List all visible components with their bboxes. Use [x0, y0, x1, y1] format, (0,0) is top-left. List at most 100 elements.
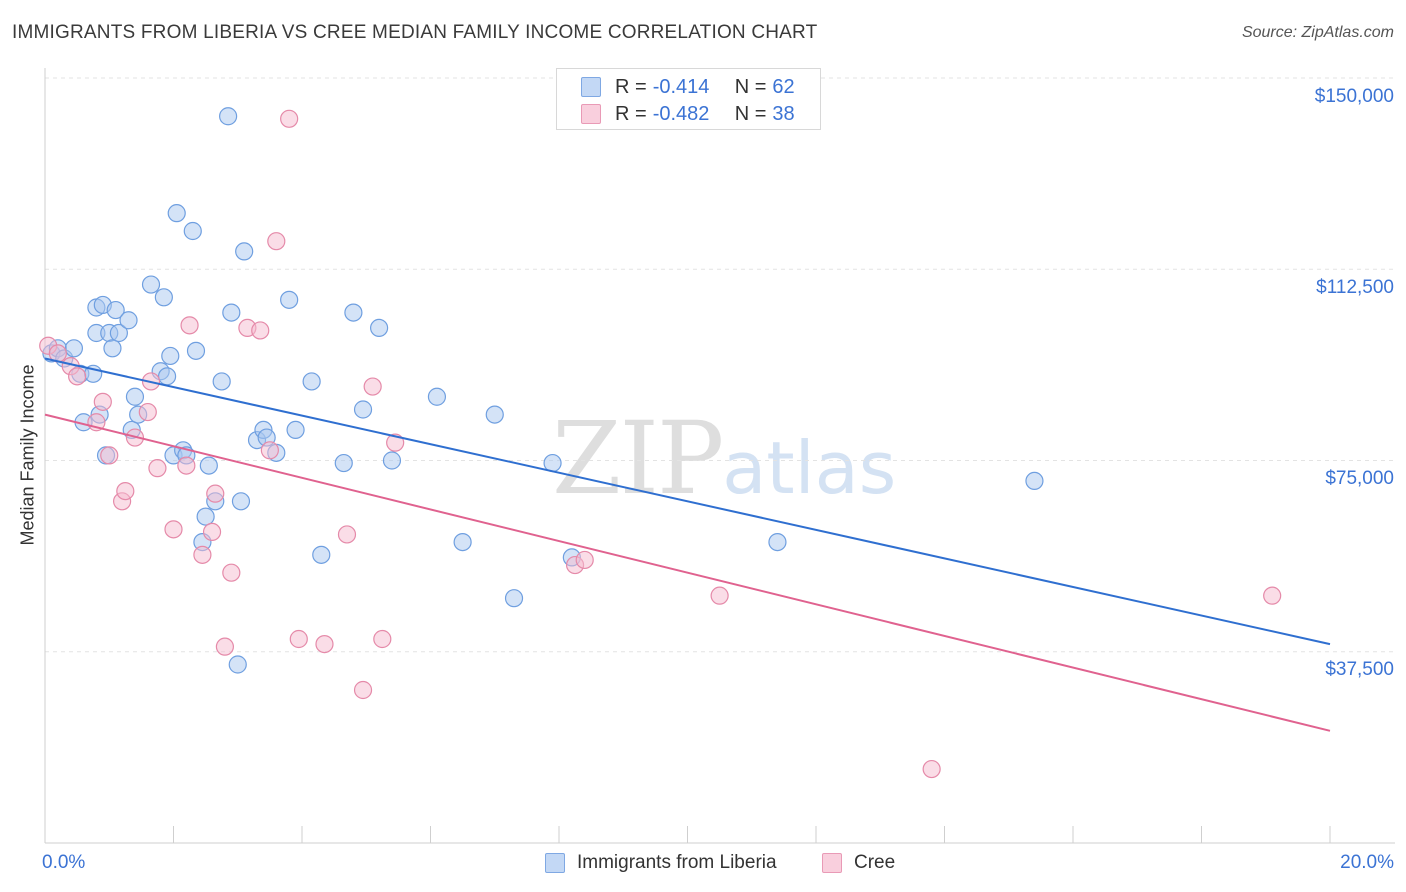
legend-r-value: -0.414: [652, 75, 710, 98]
legend-r-value: -0.482: [652, 102, 710, 125]
data-point: [1025, 471, 1044, 490]
data-point: [119, 311, 138, 330]
legend-row-liberia: R = -0.414 N = 62: [581, 74, 795, 100]
data-point: [334, 453, 353, 473]
data-point: [161, 346, 180, 366]
bottom-legend-swatch-blue: [545, 853, 565, 873]
x-tick-left: 0.0%: [42, 852, 86, 873]
bottom-legend-cree: Cree: [822, 852, 895, 874]
bottom-legend-swatch-pink: [822, 853, 842, 873]
data-point: [353, 400, 373, 419]
data-point: [93, 392, 112, 411]
data-point: [286, 420, 305, 439]
data-point: [180, 316, 199, 335]
legend-swatch-pink: [581, 104, 601, 124]
data-point: [167, 204, 186, 223]
data-point: [206, 484, 225, 503]
data-point: [710, 586, 729, 605]
legend-r-label: R =: [615, 75, 647, 98]
series-immigrants-from-liberia: [42, 107, 1044, 674]
data-point: [280, 290, 299, 309]
data-point: [125, 387, 145, 406]
data-point: [922, 759, 941, 779]
data-point: [504, 589, 524, 608]
data-point: [68, 367, 87, 386]
data-point: [353, 680, 373, 700]
bottom-legend-liberia: Immigrants from Liberia: [545, 852, 777, 874]
data-point: [100, 446, 119, 465]
data-point: [382, 451, 402, 470]
watermark-atlas: atlas: [722, 426, 897, 510]
trend-lines: [44, 357, 1331, 732]
data-point: [157, 367, 177, 386]
data-point: [154, 288, 173, 307]
legend-r-label: R =: [615, 102, 647, 125]
data-point: [164, 520, 183, 539]
axes: [44, 68, 1395, 844]
data-point: [315, 634, 334, 654]
data-point: [202, 522, 222, 542]
data-point: [193, 545, 212, 564]
series-cree: [39, 109, 1282, 779]
data-point: [1263, 586, 1282, 605]
data-point: [251, 321, 270, 340]
legend-n-label: N =: [734, 75, 767, 98]
data-point: [219, 107, 238, 126]
source-label: Source: ZipAtlas.com: [1241, 24, 1394, 41]
data-point: [186, 341, 206, 360]
data-point: [231, 492, 251, 511]
data-point: [386, 433, 405, 452]
data-point: [235, 242, 254, 261]
x-tick-right: 20.0%: [1340, 852, 1394, 873]
data-point: [138, 402, 157, 422]
data-point: [485, 405, 504, 424]
data-point: [575, 550, 594, 570]
data-point: [337, 525, 357, 544]
data-point: [141, 275, 161, 294]
data-point: [344, 303, 363, 322]
legend-n-value: 62: [772, 75, 795, 98]
chart-title: IMMIGRANTS FROM LIBERIA VS CREE MEDIAN F…: [12, 22, 818, 43]
data-point: [427, 387, 447, 406]
data-point: [302, 372, 321, 391]
data-point: [196, 507, 215, 526]
data-point: [199, 456, 218, 475]
legend-n-value: 38: [772, 102, 795, 125]
legend-row-cree: R = -0.482 N = 38: [581, 101, 795, 127]
data-point: [373, 629, 392, 649]
legend-swatch-blue: [581, 77, 601, 97]
data-point: [215, 637, 234, 656]
data-point: [116, 482, 135, 501]
data-point: [148, 459, 167, 478]
data-point: [267, 232, 286, 251]
data-point: [64, 339, 84, 358]
data-point: [453, 532, 472, 552]
y-tick-112500: $112,500: [1316, 277, 1394, 298]
y-tick-75000: $75,000: [1325, 468, 1394, 489]
data-point: [222, 303, 241, 322]
data-point: [109, 323, 128, 343]
data-point: [183, 221, 202, 241]
watermark-zip: ZIP: [552, 400, 724, 517]
watermark: ZIPatlas: [552, 400, 896, 517]
data-point: [212, 372, 231, 391]
legend-n-label: N =: [734, 102, 767, 125]
data-point: [363, 377, 382, 396]
trend-line-liberia: [44, 357, 1331, 646]
data-point: [222, 563, 241, 582]
data-point: [260, 441, 279, 460]
y-axis-label: Median Family Income: [17, 364, 38, 546]
data-point: [289, 629, 308, 649]
data-point: [103, 339, 122, 358]
y-tick-37500: $37,500: [1325, 659, 1394, 680]
bottom-legend-label: Cree: [854, 852, 896, 873]
data-point: [768, 532, 787, 552]
data-point: [280, 109, 299, 128]
data-point: [106, 300, 125, 320]
bottom-legend-label: Immigrants from Liberia: [577, 852, 777, 873]
data-point: [228, 655, 247, 674]
data-point: [370, 318, 389, 337]
data-point: [312, 545, 331, 564]
grid-lines: [45, 77, 1395, 653]
